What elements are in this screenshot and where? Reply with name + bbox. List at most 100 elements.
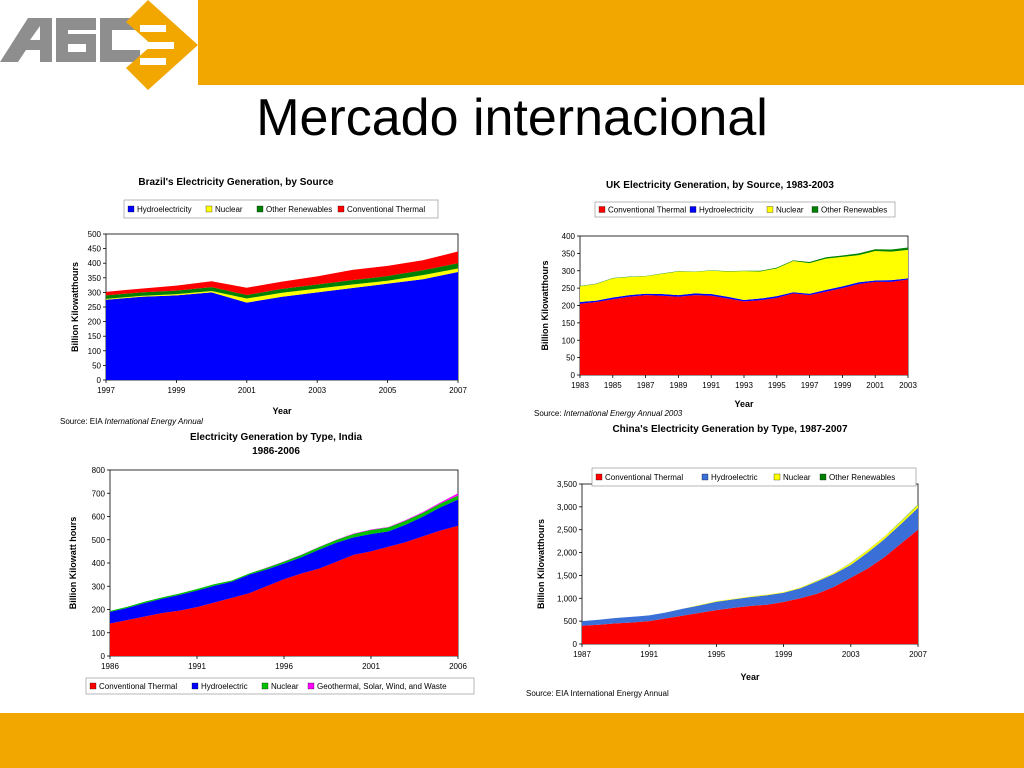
legend-label: Nuclear [783,473,811,482]
legend-label: Nuclear [215,205,243,214]
legend-label: Hydroelectricity [699,206,754,215]
x-tick-label: 1997 [801,381,819,390]
y-tick-label: 400 [92,559,106,568]
y-tick-label: 500 [92,536,106,545]
china-chart-svg: China's Electricity Generation by Type, … [526,424,927,698]
x-tick-label: 1991 [640,650,658,659]
legend-swatch [256,205,264,213]
legend-label: Other Renewables [821,206,887,215]
legend-swatch [689,206,697,213]
uk-chart: UK Electricity Generation, by Source, 19… [520,172,930,422]
legend-swatch [127,205,135,213]
abc-logo [0,0,198,90]
legend-swatch [598,206,606,213]
y-tick-label: 200 [562,302,576,311]
y-tick-label: 600 [92,513,106,522]
y-tick-label: 50 [566,354,575,363]
y-tick-label: 200 [88,318,102,327]
legend-label: Conventional Thermal [99,682,177,691]
legend-label: Other Renewables [266,205,332,214]
chart-title: China's Electricity Generation by Type, … [612,424,848,435]
x-tick-label: 1985 [604,381,622,390]
x-tick-label: 2003 [842,650,860,659]
area-series-1 [110,525,458,656]
area-series-1 [580,279,908,375]
x-tick-label: 2006 [449,662,467,671]
x-tick-label: 1991 [702,381,720,390]
x-tick-label: 2001 [238,386,256,395]
area-series-4 [582,504,918,622]
x-tick-label: 1987 [637,381,655,390]
india-chart: Electricity Generation by Type, India 198… [50,430,490,700]
x-tick-label: 1999 [775,650,793,659]
y-tick-label: 200 [92,606,106,615]
bottom-accent-bar [0,713,1024,768]
y-tick-label: 300 [562,267,576,276]
y-tick-label: 2,000 [557,549,578,558]
y-tick-label: 150 [562,319,576,328]
legend-label: Conventional Thermal [347,205,425,214]
legend-swatch [191,682,199,690]
x-tick-label: 1989 [670,381,688,390]
area-series-4 [106,251,458,296]
area-series-1 [582,529,918,644]
legend-label: Nuclear [776,206,804,215]
y-axis-label: Billion Kilowatthours [536,519,546,609]
x-axis-label: Year [734,399,754,409]
legend-label: Conventional Thermal [608,206,686,215]
x-tick-label: 1987 [573,650,591,659]
x-tick-label: 2007 [449,386,467,395]
y-tick-label: 3,500 [557,480,578,489]
legend-label: Hydroelectric [711,473,758,482]
source-note: Source: EIA International Energy Annual [526,689,669,698]
y-axis-label: Billion Kilowatt hours [68,517,78,610]
legend-swatch [701,473,709,481]
x-tick-label: 1995 [768,381,786,390]
legend-label: Conventional Thermal [605,473,683,482]
y-tick-label: 500 [564,617,578,626]
y-tick-label: 2,500 [557,526,578,535]
legend-swatch [205,205,213,213]
legend-label: Geothermal, Solar, Wind, and Waste [317,682,447,691]
x-axis-label: Year [272,406,292,416]
y-tick-label: 700 [92,489,106,498]
x-tick-label: 1996 [275,662,293,671]
x-tick-label: 2007 [909,650,927,659]
legend-box [123,199,439,219]
y-tick-label: 500 [88,230,102,239]
area-series-3 [582,505,918,622]
area-series-1 [106,271,458,380]
y-tick-label: 100 [92,629,106,638]
y-tick-label: 1,500 [557,571,578,580]
x-tick-label: 1999 [834,381,852,390]
x-tick-label: 2001 [362,662,380,671]
uk-chart-svg: UK Electricity Generation, by Source, 19… [534,180,917,418]
y-tick-label: 400 [88,259,102,268]
top-accent-bar [198,0,1024,85]
legend-swatch [337,205,345,213]
x-tick-label: 1999 [168,386,186,395]
legend-box [85,677,475,695]
x-tick-label: 1995 [708,650,726,659]
legend-label: Hydroelectricity [137,205,192,214]
area-series-2 [106,268,458,303]
x-tick-label: 1983 [571,381,589,390]
x-tick-label: 1993 [735,381,753,390]
area-series-4 [580,247,908,287]
y-tick-label: 50 [92,361,101,370]
x-tick-label: 2001 [866,381,884,390]
legend-swatch [811,206,819,213]
brazil-chart: Brazil's Electricity Generation, by Sour… [40,168,480,430]
x-tick-label: 2005 [379,386,397,395]
y-tick-label: 250 [562,284,576,293]
area-series-2 [580,278,908,304]
y-tick-label: 350 [562,249,576,258]
x-axis-label: Year [740,672,760,682]
india-chart-svg: Electricity Generation by Type, India 198… [68,432,475,695]
chart-title: Brazil's Electricity Generation, by Sour… [138,177,334,188]
x-tick-label: 2003 [308,386,326,395]
china-chart: China's Electricity Generation by Type, … [520,418,940,703]
chart-title: UK Electricity Generation, by Source, 19… [606,180,834,191]
area-series-3 [580,249,908,303]
y-tick-label: 0 [571,371,576,380]
